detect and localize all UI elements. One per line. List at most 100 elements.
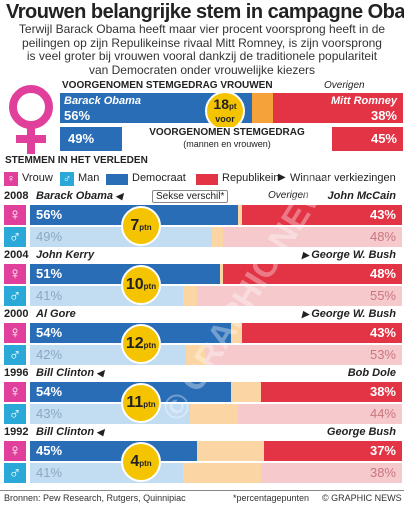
2000-women-dem-value: 54%: [36, 325, 63, 340]
dem-candidate: Al Gore: [36, 308, 76, 320]
legend: ♀ Vrouw ♂ Man Democraat Republikein ▶ Wi…: [4, 170, 402, 188]
dem-candidate: Bill Clinton ◀: [36, 426, 104, 438]
1996-men-rep-bar: [238, 404, 402, 424]
rep-candidate-name: George Bush: [326, 426, 396, 438]
male-icon: ♂: [60, 172, 74, 186]
2008-women-rep-value: 43%: [369, 207, 396, 222]
lead-value: 18: [213, 96, 229, 112]
women-poll-header: VOORGENOMEN STEMGEDRAG VROUWEN: [62, 80, 273, 91]
all-romney-value: 45%: [370, 131, 397, 146]
female-icon: ♀: [4, 441, 26, 461]
male-icon: ♂: [4, 463, 26, 483]
winner-arrow-icon: ◀: [113, 191, 123, 201]
dem-candidate: John Kerry: [36, 249, 95, 261]
gender-gap-badge: 11ptn: [121, 383, 161, 423]
subtitle-line: Terwijl Barack Obama heeft maar vier pro…: [18, 22, 386, 36]
winner-arrow-icon: ◀: [94, 368, 104, 378]
legend-dem-swatch: [106, 174, 128, 185]
gender-gap-badge: 12ptn: [121, 324, 161, 364]
romney-name: Mitt Romney: [331, 95, 397, 107]
1996-women-rep-value: 38%: [369, 384, 396, 399]
female-symbol-icon: [9, 85, 53, 154]
gap-unit: ptn: [139, 223, 152, 232]
gap-unit: ptn: [143, 341, 157, 350]
winner-arrow-icon: ▶: [278, 172, 286, 183]
dem-candidate: Bill Clinton ◀: [36, 367, 104, 379]
2000-men-rep-value: 53%: [369, 347, 396, 362]
gender-gap-label: Sekse verschil*: [152, 190, 229, 203]
legend-dem: Democraat: [132, 172, 186, 184]
rep-candidate: ▶ George W. Bush: [302, 308, 396, 320]
1992-men-rep-value: 38%: [369, 465, 396, 480]
2008-men-rep-bar: [223, 227, 402, 247]
others-label: Overigen: [324, 80, 365, 91]
obama-name: Barack Obama: [64, 95, 142, 107]
gender-gap-value: 10ptn: [123, 276, 159, 296]
2004-women-rep-value: 48%: [369, 266, 396, 281]
2004-men-dem-value: 41%: [36, 288, 63, 303]
2008-men-dem-value: 49%: [36, 229, 63, 244]
female-icon: ♀: [4, 205, 26, 225]
gap-number: 4: [130, 453, 140, 470]
gap-unit: ptn: [143, 400, 156, 409]
winner-arrow-icon: ▶: [301, 309, 312, 319]
legend-rep-swatch: [196, 174, 218, 185]
1992-women-rep-value: 37%: [369, 443, 396, 458]
footer-sources: Bronnen: Pew Research, Rutgers, Quinnipi…: [4, 493, 186, 503]
1996-women-rep-bar: [260, 382, 402, 402]
gap-number: 12: [125, 335, 144, 352]
page-title: Vrouwen belangrijke stem in campagne Oba…: [6, 1, 404, 23]
female-icon: ♀: [4, 382, 26, 402]
women-obama-value: 56%: [64, 108, 91, 123]
2004-women-rep-bar: [223, 264, 402, 284]
all-header-box: VOORGENOMEN STEMGEDRAG (mannen en vrouwe…: [122, 127, 332, 151]
1992-men-rep-bar: [260, 463, 402, 483]
male-icon: ♂: [4, 286, 26, 306]
2004-men-rep-bar: [197, 286, 402, 306]
1992-women-rep-bar: [264, 441, 402, 461]
gender-gap-badge: 10ptn: [121, 265, 161, 305]
2008-men-dem-bar: [30, 227, 213, 247]
2008-women-dem-value: 56%: [36, 207, 63, 222]
gender-gap-value: 11ptn: [123, 394, 159, 414]
gap-unit: ptn: [143, 282, 157, 291]
legend-man: Man: [78, 172, 100, 184]
women-romney-segment: [272, 93, 403, 123]
election-year: 1992: [4, 426, 29, 438]
women-others-segment: [252, 93, 273, 123]
election-year: 2008: [4, 190, 29, 202]
2008-women-rep-bar: [242, 205, 402, 225]
gap-number: 10: [125, 276, 144, 293]
female-icon: ♀: [4, 323, 26, 343]
gender-gap-value: 12ptn: [123, 335, 159, 355]
male-icon: ♂: [4, 345, 26, 365]
rep-candidate: ▶ George W. Bush: [302, 249, 396, 261]
female-icon: ♀: [4, 172, 18, 186]
lead-unit: pt: [229, 102, 237, 111]
gender-gap-badge: 7ptn: [121, 206, 161, 246]
election-year: 2004: [4, 249, 29, 261]
footer-divider: [0, 490, 404, 491]
rep-candidate: George Bush: [327, 426, 396, 438]
1992-men-dem-value: 41%: [36, 465, 63, 480]
2000-women-rep-bar: [242, 323, 402, 343]
all-poll-header: VOORGENOMEN STEMGEDRAG: [149, 127, 305, 138]
all-obama-value: 49%: [68, 131, 95, 146]
past-header: STEMMEN IN HET VERLEDEN: [5, 155, 148, 166]
rep-candidate-name: Bob Dole: [347, 367, 396, 379]
2000-women-rep-value: 43%: [369, 325, 396, 340]
subtitle-line: is veel groter bij vrouwen vooral dankzi…: [26, 49, 378, 63]
gap-unit: ptn: [139, 459, 152, 468]
legend-rep: Republikein: [222, 172, 280, 184]
legend-woman: Vrouw: [22, 172, 53, 184]
election-year: 1996: [4, 367, 29, 379]
subtitle-line: van Democraten onder vrouwelijke kiezers: [88, 62, 316, 77]
all-poll-sub: (mannen en vrouwen): [183, 139, 271, 149]
winner-arrow-icon: ▶: [301, 250, 312, 260]
female-icon: ♀: [4, 264, 26, 284]
male-icon: ♂: [4, 227, 26, 247]
legend-winner: Winnaar verkiezingen: [290, 172, 396, 184]
rep-candidate: Bob Dole: [348, 367, 396, 379]
gender-gap-value: 7ptn: [123, 217, 159, 237]
